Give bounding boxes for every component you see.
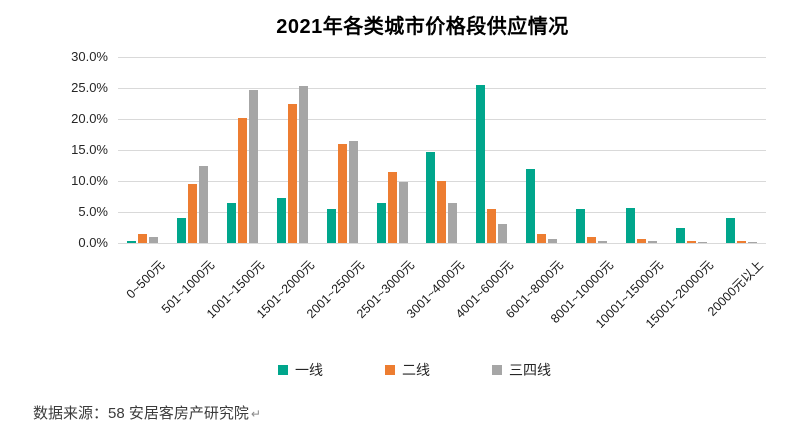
x-axis: 0~500元 501~1000元 1001~1500元 1501~2000元 2001~… xyxy=(118,243,766,343)
bar-二线 xyxy=(188,184,198,243)
bar-group xyxy=(417,57,467,243)
legend-item-一线: 一线 xyxy=(278,360,323,380)
bar-group xyxy=(616,57,666,243)
bar-三四线 xyxy=(448,203,458,243)
plot-area xyxy=(118,57,766,244)
bar-一线 xyxy=(276,197,286,243)
bar-三四线 xyxy=(249,90,259,243)
bar-一线 xyxy=(376,202,386,243)
bar-group xyxy=(317,57,367,243)
bar-二线 xyxy=(736,240,746,243)
y-axis-tick-label: 25.0% xyxy=(71,80,108,95)
y-axis-tick-label: 30.0% xyxy=(71,49,108,64)
legend-label: 二线 xyxy=(402,362,430,378)
bar-group xyxy=(118,57,168,243)
bar-一线 xyxy=(127,240,137,243)
bar-二线 xyxy=(437,181,447,243)
bar-一线 xyxy=(576,208,586,243)
source-note: 数据来源：58 安居客房产研究院 ↵ xyxy=(33,402,261,423)
bar-groups xyxy=(118,57,766,243)
legend-swatch-icon xyxy=(278,365,288,375)
bar-三四线 xyxy=(647,240,657,243)
bar-group xyxy=(567,57,617,243)
chart-title: 2021年各类城市价格段供应情况 xyxy=(276,16,569,38)
bar-一线 xyxy=(725,218,735,243)
bar-三四线 xyxy=(199,166,209,243)
bar-二线 xyxy=(138,233,148,243)
gridline xyxy=(118,88,766,89)
legend: 一线 二线 三四线 xyxy=(0,360,789,380)
legend-item-二线: 二线 xyxy=(385,360,430,380)
bar-一线 xyxy=(675,228,685,243)
bar-三四线 xyxy=(548,239,558,243)
bar-二线 xyxy=(686,240,696,243)
gridline xyxy=(118,243,766,244)
bar-三四线 xyxy=(598,241,608,243)
bar-二线 xyxy=(387,172,397,243)
bar-二线 xyxy=(337,144,347,243)
bar-group xyxy=(716,57,766,243)
bar-group xyxy=(467,57,517,243)
legend-item-三四线: 三四线 xyxy=(492,360,551,380)
y-axis: 30.0% 25.0% 20.0% 15.0% 10.0% 5.0% 0.0% xyxy=(36,49,108,250)
bar-二线 xyxy=(636,238,646,243)
gridline xyxy=(118,150,766,151)
bar-一线 xyxy=(625,208,635,243)
bar-group xyxy=(218,57,268,243)
bar-三四线 xyxy=(697,241,707,243)
bar-group xyxy=(517,57,567,243)
return-mark-icon: ↵ xyxy=(250,407,261,421)
bar-一线 xyxy=(227,203,237,243)
gridline xyxy=(118,119,766,120)
bar-三四线 xyxy=(348,140,358,243)
bar-一线 xyxy=(426,152,436,243)
bar-一线 xyxy=(526,169,536,243)
bar-group xyxy=(367,57,417,243)
legend-swatch-icon xyxy=(385,365,395,375)
bar-group xyxy=(268,57,318,243)
bar-三四线 xyxy=(298,86,308,243)
bar-三四线 xyxy=(498,224,508,243)
y-axis-tick-label: 15.0% xyxy=(71,142,108,157)
legend-swatch-icon xyxy=(492,365,502,375)
bar-一线 xyxy=(476,84,486,243)
bar-二线 xyxy=(537,234,547,243)
x-axis-category-label: 0~500元 xyxy=(124,257,168,302)
bar-一线 xyxy=(326,208,336,243)
y-axis-tick-label: 20.0% xyxy=(71,111,108,126)
bar-二线 xyxy=(287,104,297,243)
bar-三四线 xyxy=(747,241,757,243)
y-axis-tick-label: 5.0% xyxy=(78,204,108,219)
bar-group xyxy=(168,57,218,243)
source-text: 数据来源：58 安居客房产研究院 xyxy=(33,405,249,422)
bar-一线 xyxy=(177,217,187,243)
bar-二线 xyxy=(587,237,597,243)
y-axis-tick-label: 10.0% xyxy=(71,173,108,188)
legend-label: 三四线 xyxy=(509,362,551,378)
legend-label: 一线 xyxy=(295,362,323,378)
gridline xyxy=(118,57,766,58)
bar-二线 xyxy=(487,208,497,243)
bar-三四线 xyxy=(398,182,408,243)
bar-二线 xyxy=(238,118,248,243)
bar-group xyxy=(666,57,716,243)
y-axis-tick-label: 0.0% xyxy=(78,235,108,250)
bar-三四线 xyxy=(149,237,159,243)
